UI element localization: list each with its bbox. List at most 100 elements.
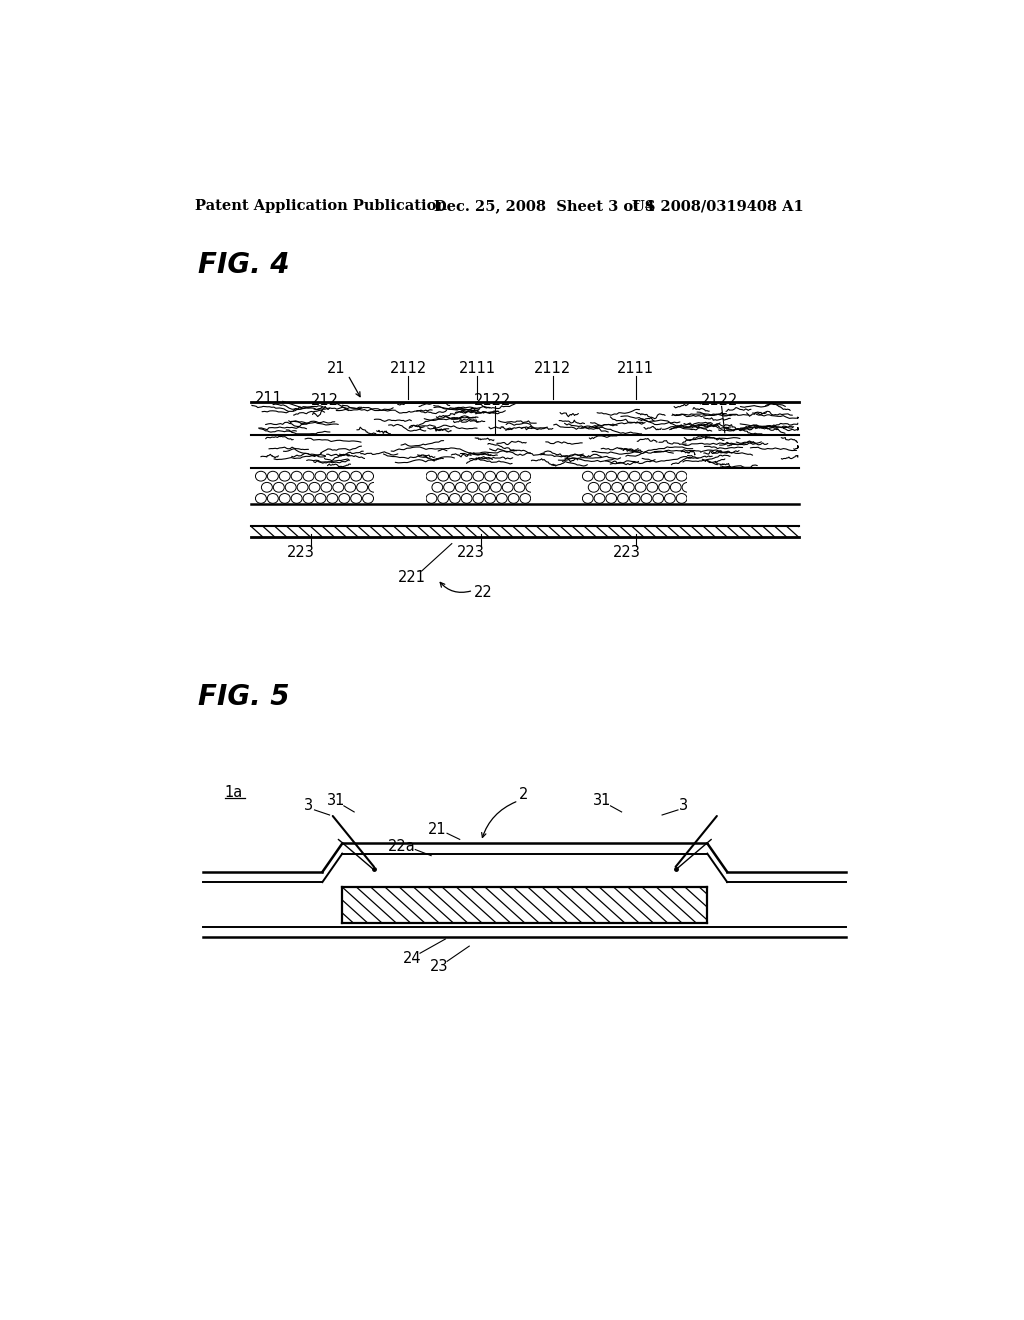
Ellipse shape (583, 494, 593, 503)
Ellipse shape (356, 482, 368, 492)
Text: 22a: 22a (388, 840, 416, 854)
Ellipse shape (315, 471, 326, 480)
Ellipse shape (624, 482, 634, 492)
Ellipse shape (600, 482, 610, 492)
Ellipse shape (617, 471, 629, 480)
Ellipse shape (456, 482, 466, 492)
Ellipse shape (641, 494, 652, 503)
Ellipse shape (676, 471, 687, 480)
Ellipse shape (321, 482, 332, 492)
Text: 2: 2 (518, 787, 528, 803)
Ellipse shape (658, 482, 670, 492)
Ellipse shape (261, 482, 272, 492)
Ellipse shape (635, 482, 646, 492)
Ellipse shape (503, 482, 513, 492)
Ellipse shape (362, 471, 374, 480)
Ellipse shape (617, 494, 629, 503)
Ellipse shape (315, 494, 326, 503)
Ellipse shape (438, 471, 449, 480)
Ellipse shape (286, 482, 296, 492)
Ellipse shape (303, 471, 314, 480)
Ellipse shape (497, 471, 507, 480)
Text: 2122: 2122 (474, 393, 512, 408)
Ellipse shape (369, 482, 380, 492)
Bar (251, 527, 799, 536)
Text: 3: 3 (679, 799, 688, 813)
Ellipse shape (594, 494, 605, 503)
Ellipse shape (362, 494, 374, 503)
Bar (374, 469, 426, 504)
Ellipse shape (350, 494, 361, 503)
Ellipse shape (461, 471, 472, 480)
Ellipse shape (255, 471, 266, 480)
Ellipse shape (280, 494, 290, 503)
Ellipse shape (467, 482, 478, 492)
Ellipse shape (297, 482, 308, 492)
Text: 211: 211 (255, 391, 284, 405)
Text: FIG. 5: FIG. 5 (198, 682, 290, 711)
Ellipse shape (606, 494, 616, 503)
Ellipse shape (671, 482, 681, 492)
Ellipse shape (309, 482, 319, 492)
Ellipse shape (303, 494, 314, 503)
Ellipse shape (665, 471, 675, 480)
Text: 21: 21 (327, 362, 345, 376)
Ellipse shape (345, 482, 355, 492)
Ellipse shape (350, 471, 361, 480)
Ellipse shape (255, 494, 266, 503)
Text: 3: 3 (304, 799, 313, 813)
Ellipse shape (665, 494, 675, 503)
Ellipse shape (339, 471, 350, 480)
Text: 2112: 2112 (389, 362, 427, 376)
Text: 2111: 2111 (617, 362, 654, 376)
Text: 23: 23 (430, 958, 449, 974)
Ellipse shape (508, 494, 519, 503)
Bar (204, 833, 342, 843)
Bar (342, 887, 708, 923)
Ellipse shape (520, 494, 530, 503)
Ellipse shape (606, 471, 616, 480)
Ellipse shape (461, 494, 472, 503)
Text: 2112: 2112 (534, 362, 571, 376)
Ellipse shape (652, 471, 664, 480)
Ellipse shape (267, 471, 279, 480)
Ellipse shape (676, 494, 687, 503)
Ellipse shape (497, 494, 507, 503)
Text: 31: 31 (327, 793, 345, 808)
Ellipse shape (280, 471, 290, 480)
Ellipse shape (473, 494, 483, 503)
Ellipse shape (520, 471, 530, 480)
Ellipse shape (525, 482, 537, 492)
Text: 31: 31 (593, 793, 611, 808)
Ellipse shape (438, 494, 449, 503)
Text: FIG. 4: FIG. 4 (198, 251, 290, 279)
Ellipse shape (484, 471, 496, 480)
Ellipse shape (588, 482, 599, 492)
Ellipse shape (652, 494, 664, 503)
Ellipse shape (479, 482, 489, 492)
Ellipse shape (484, 494, 496, 503)
Ellipse shape (273, 482, 285, 492)
Text: 212: 212 (311, 393, 339, 408)
Ellipse shape (426, 471, 437, 480)
Ellipse shape (490, 482, 502, 492)
Ellipse shape (450, 494, 461, 503)
Text: 223: 223 (612, 545, 640, 560)
Ellipse shape (647, 482, 657, 492)
Ellipse shape (682, 482, 693, 492)
Ellipse shape (291, 471, 302, 480)
Bar (687, 469, 799, 504)
Ellipse shape (327, 471, 338, 480)
Bar (251, 469, 255, 504)
Ellipse shape (473, 471, 483, 480)
Bar (251, 469, 799, 504)
Text: 21: 21 (428, 822, 446, 837)
Text: 223: 223 (287, 545, 315, 560)
Text: 221: 221 (398, 570, 426, 585)
Text: Patent Application Publication: Patent Application Publication (196, 199, 447, 213)
Text: 2111: 2111 (459, 362, 496, 376)
Ellipse shape (630, 494, 640, 503)
Text: 24: 24 (402, 950, 422, 966)
Bar (708, 833, 846, 843)
Text: 223: 223 (457, 545, 484, 560)
